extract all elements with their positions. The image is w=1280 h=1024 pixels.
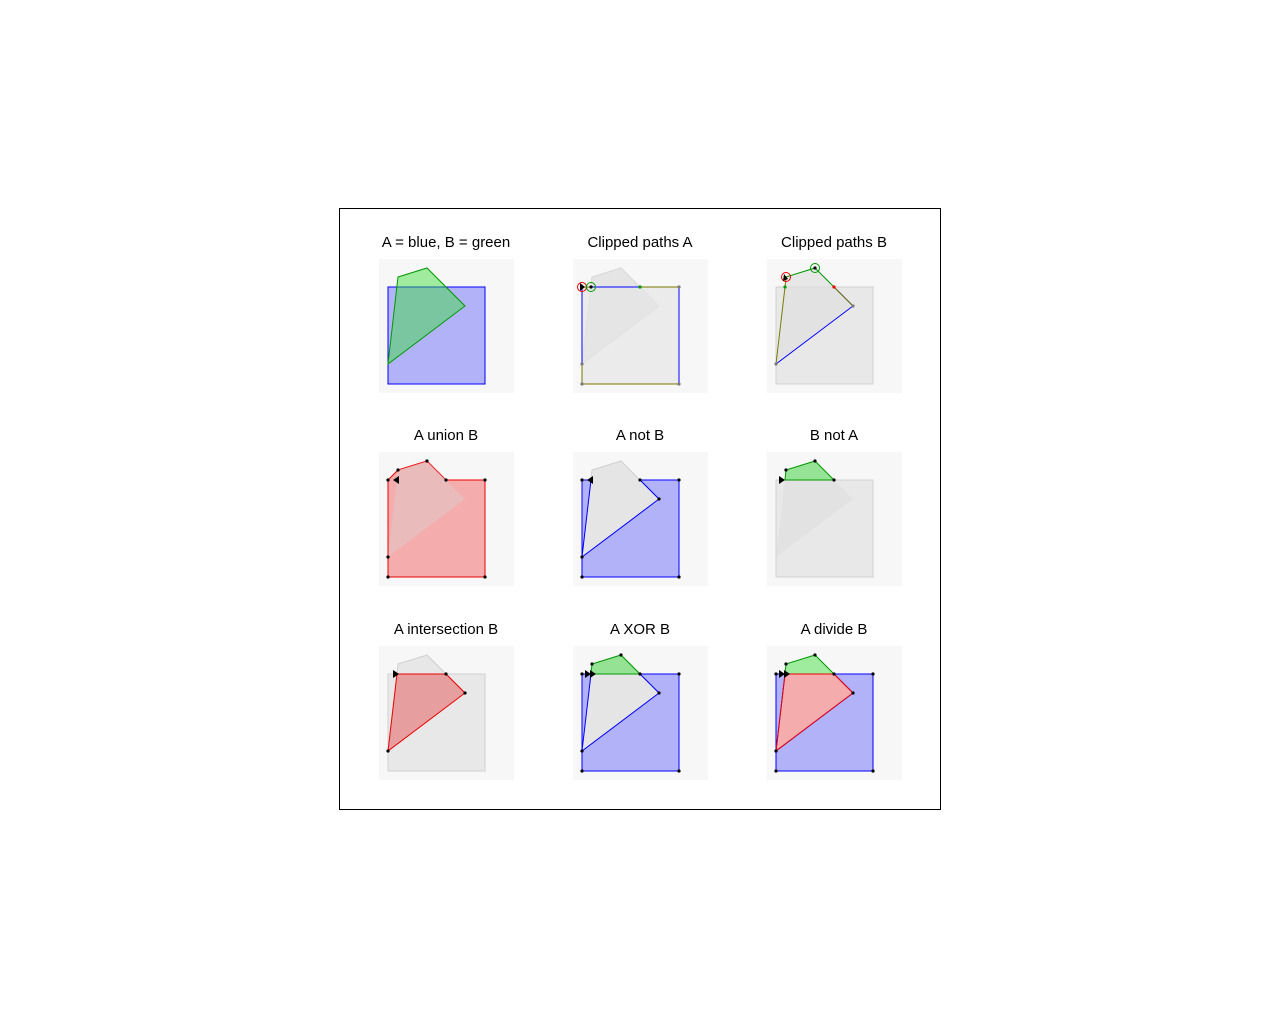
- panel-title: A union B: [413, 427, 479, 444]
- panel-clipped-paths-b-svg: [767, 259, 902, 393]
- panel-b-not-a-svg: [767, 452, 902, 586]
- figure-frame: A = blue, B = green Clipped paths A: [339, 208, 941, 810]
- panel-a-not-b: A not B: [560, 426, 720, 596]
- panel-a-divide-b-svg: [767, 646, 902, 780]
- a-not-b-sliver: [581, 479, 592, 558]
- panel-a-xor-b: A XOR B: [560, 620, 720, 790]
- panel-title: B not A: [809, 427, 859, 444]
- panel-a-union-b-svg: [379, 452, 514, 586]
- panel-a-divide-b: A divide B: [754, 620, 914, 790]
- panel-a-intersection-b-svg: [379, 646, 514, 780]
- panel-title: A divide B: [800, 621, 868, 638]
- panel-a-intersection-b: A intersection B: [366, 620, 526, 790]
- panel-b-not-a: B not A: [754, 426, 914, 596]
- panel-a-blue-b-green: A = blue, B = green: [366, 233, 526, 403]
- panel-title: Clipped paths A: [587, 234, 693, 251]
- panel-title: Clipped paths B: [781, 234, 887, 251]
- panel-a-xor-b-svg: [573, 646, 708, 780]
- union-shape: [387, 460, 486, 578]
- panel-title: A XOR B: [609, 621, 671, 638]
- panel-title: A = blue, B = green: [381, 234, 511, 251]
- panel-clipped-paths-a: Clipped paths A: [560, 233, 720, 403]
- panel-a-not-b-svg: [573, 452, 708, 586]
- shape-a: [387, 286, 486, 385]
- panel-a-union-b: A union B: [366, 426, 526, 596]
- panel-a-blue-b-green-svg: [379, 259, 514, 393]
- shape-b: [387, 267, 466, 366]
- panel-clipped-paths-a-svg: [573, 259, 708, 393]
- panel-clipped-paths-b: Clipped paths B: [754, 233, 914, 403]
- panel-title: A not B: [615, 427, 665, 444]
- panel-title: A intersection B: [393, 621, 499, 638]
